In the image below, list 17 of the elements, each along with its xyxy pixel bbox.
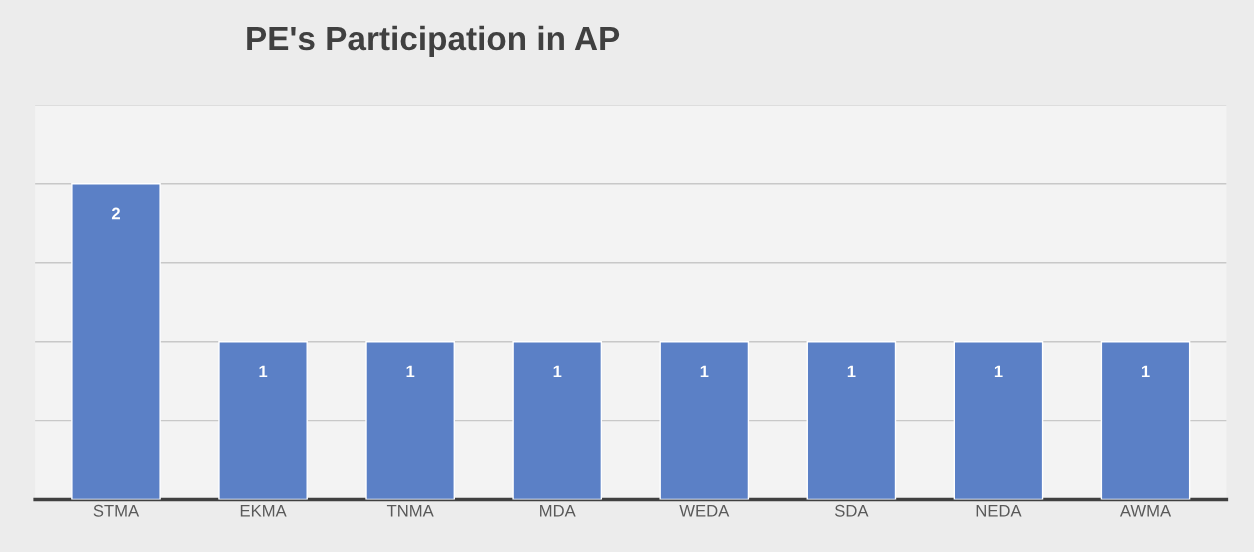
x-tick-label: NEDA [976,505,1022,517]
data-label: 1 [259,365,268,378]
data-label: 1 [847,365,856,378]
x-tick-label: WEDA [679,505,730,517]
data-label: 1 [700,365,709,378]
data-label: 1 [553,365,562,378]
x-tick-label: SDA [835,504,869,517]
x-tick-label: EKMA [240,505,287,517]
data-label: 1 [1141,365,1150,378]
data-label: 1 [994,365,1003,378]
chart-title: PE's Participation in AP [247,25,620,57]
x-tick-label: STMA [93,504,140,517]
data-label: 1 [406,365,415,378]
x-tick-label: MDA [540,505,576,517]
data-label: 2 [111,207,120,220]
x-tick-label: AWMA [1119,505,1172,517]
x-tick-label: TNMA [386,505,434,517]
